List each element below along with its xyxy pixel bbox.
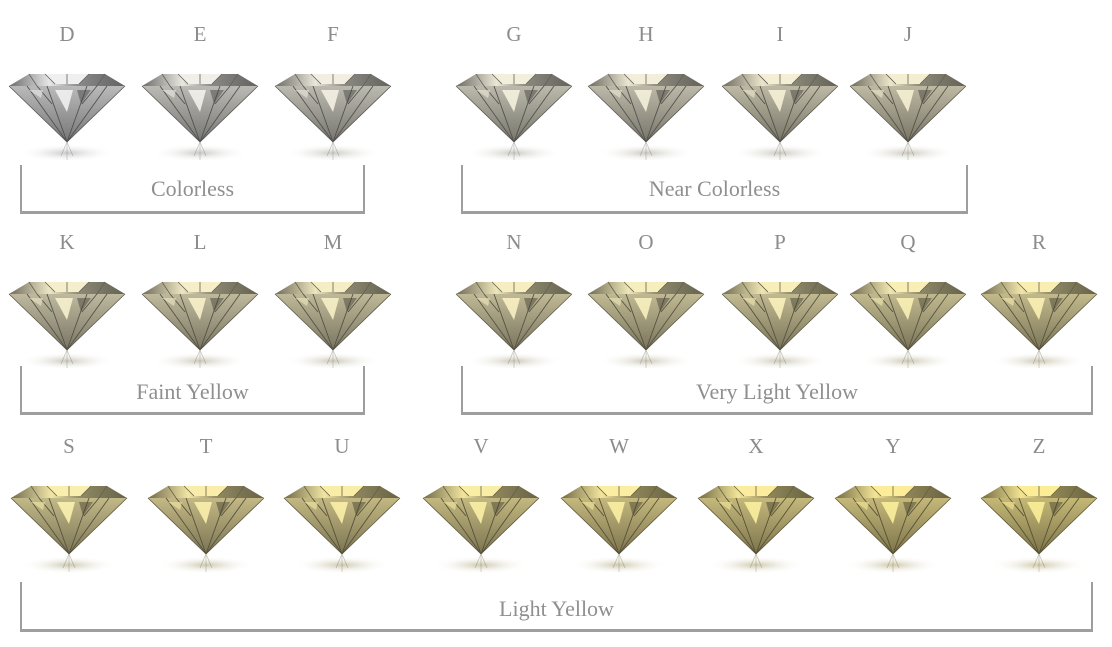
diamond-icon [454, 268, 574, 378]
diamond-icon [559, 472, 679, 582]
grade-letter: T [199, 434, 213, 458]
grade-letter: O [638, 230, 654, 254]
grade-letter: G [506, 22, 522, 46]
diamond-icon [273, 268, 393, 378]
diamond-icon [7, 60, 127, 170]
grade-letter: D [59, 22, 75, 46]
grade-letter: I [776, 22, 784, 46]
grade-letter: Z [1032, 434, 1046, 458]
color-group-label: Very Light Yellow [696, 379, 858, 404]
color-group-bracket: Near Colorless [461, 165, 968, 214]
diamond-icon [586, 268, 706, 378]
color-group-label: Light Yellow [499, 596, 614, 621]
diamond-icon [848, 60, 968, 170]
grade-letter: N [506, 230, 522, 254]
grade-letter: X [748, 434, 764, 458]
color-group-label: Faint Yellow [136, 379, 249, 404]
grade-letter: V [473, 434, 489, 458]
diamond-icon [720, 60, 840, 170]
color-group-bracket: Faint Yellow [20, 366, 365, 415]
grade-letter: L [193, 230, 207, 254]
grade-letter: R [1031, 230, 1046, 254]
color-group-bracket: Very Light Yellow [461, 366, 1093, 415]
diamond-icon [979, 472, 1099, 582]
diamond-icon [848, 268, 968, 378]
diamond-icon [696, 472, 816, 582]
diamond-icon [833, 472, 953, 582]
color-group-bracket: Light Yellow [20, 582, 1093, 632]
grade-letter: Q [900, 230, 916, 254]
grade-letter: H [638, 22, 654, 46]
color-group-label: Colorless [150, 176, 235, 201]
grade-letter: F [327, 22, 339, 46]
grade-letter: M [323, 230, 343, 254]
grade-letter: K [59, 230, 75, 254]
diamond-icon [273, 60, 393, 170]
grade-letter: P [774, 230, 786, 254]
diamond-icon [979, 268, 1099, 378]
diamond-icon [140, 60, 260, 170]
diamond-icon [720, 268, 840, 378]
diamond-icon [9, 472, 129, 582]
color-group-label: Near Colorless [648, 176, 781, 201]
diamond-icon [7, 268, 127, 378]
color-group-bracket: Colorless [20, 165, 365, 214]
grade-letter: J [903, 22, 913, 46]
diamond-icon [586, 60, 706, 170]
diamond-icon [282, 472, 402, 582]
grade-letter: Y [885, 434, 901, 458]
diamond-icon [146, 472, 266, 582]
diamond-icon [421, 472, 541, 582]
diamond-icon [140, 268, 260, 378]
grade-letter: S [63, 434, 75, 458]
diamond-icon [454, 60, 574, 170]
grade-letter: E [193, 22, 207, 46]
grade-letter: U [334, 434, 350, 458]
grade-letter: W [609, 434, 629, 458]
